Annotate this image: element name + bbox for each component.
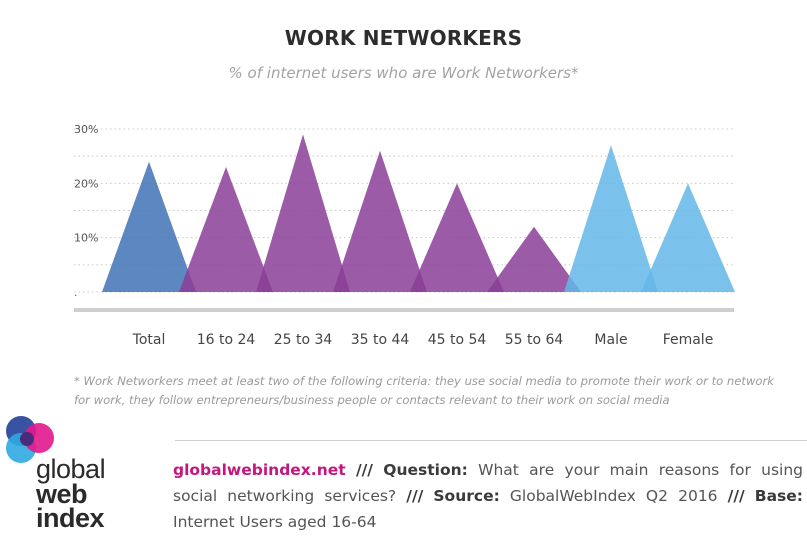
triangle-mark-35-to-44 <box>333 150 427 292</box>
separator: /// <box>727 487 745 505</box>
triangle-mark-female <box>641 183 735 292</box>
x-tick-label: 55 to 64 <box>505 332 564 348</box>
triangle-mark-total <box>102 161 196 292</box>
logo-circles-icon <box>6 416 54 463</box>
chart-area: 30% 20% 10%. Total 16 to 24 25 to 34 35 to 44… <box>74 123 735 348</box>
separator: /// <box>406 487 424 505</box>
y-tick-label: 30% <box>74 123 98 136</box>
y-axis-ticks: 30% 20% 10%. <box>74 123 98 299</box>
x-tick-label: Female <box>663 332 714 348</box>
base-text: Internet Users aged 16-64 <box>173 513 377 531</box>
x-tick-label: 25 to 34 <box>274 332 333 348</box>
logo-word-index: index <box>36 503 105 533</box>
source-label: Source: <box>433 487 500 505</box>
y-tick-label: . <box>74 286 78 299</box>
triangle-mark-male <box>564 145 658 292</box>
question-text: What are your main reasons for using soc… <box>173 461 804 505</box>
chart-marks <box>102 134 735 292</box>
divider <box>175 440 807 441</box>
base-label: Base: <box>754 487 803 505</box>
x-tick-label: Total <box>132 332 166 348</box>
footnote: * Work Networkers meet at least two of t… <box>74 374 775 407</box>
logo-word-global: global <box>36 454 106 484</box>
question-label: Question: <box>383 461 468 479</box>
globalwebindex-logo: global web index <box>0 408 140 548</box>
source-site-link[interactable]: globalwebindex.net <box>173 461 346 479</box>
chart-subtitle: % of internet users who are Work Network… <box>228 64 579 82</box>
y-tick-label: 20% <box>74 177 98 190</box>
x-axis-labels: Total 16 to 24 25 to 34 35 to 44 45 to 54 55 … <box>132 332 714 348</box>
x-tick-label: Male <box>594 332 627 348</box>
chart-title: WORK NETWORKERS <box>284 26 523 50</box>
triangle-mark-55-to-64 <box>487 226 581 292</box>
y-tick-label: 10% <box>74 232 98 245</box>
logo-word-web: web <box>36 479 88 509</box>
triangle-mark-45-to-54 <box>410 183 504 292</box>
triangle-mark-25-to-34 <box>256 134 350 292</box>
x-tick-label: 16 to 24 <box>197 332 256 348</box>
x-tick-label: 45 to 54 <box>428 332 487 348</box>
separator: /// <box>355 461 373 479</box>
source-note: globalwebindex.net /// Question: What ar… <box>173 457 803 535</box>
source-text: GlobalWebIndex Q2 2016 <box>509 487 718 505</box>
triangle-mark-16-to-24 <box>179 167 273 292</box>
x-tick-label: 35 to 44 <box>351 332 410 348</box>
